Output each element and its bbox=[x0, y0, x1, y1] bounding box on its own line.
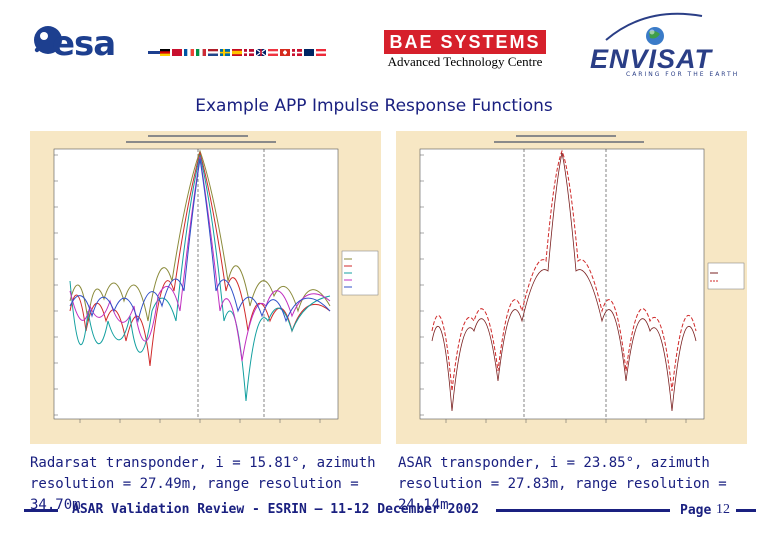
footer-divider-left bbox=[24, 509, 58, 512]
asar-caption: ASAR transponder, i = 23.85°, azimuth re… bbox=[398, 455, 727, 513]
esa-wordmark: esa bbox=[52, 24, 116, 64]
footer-divider-end bbox=[736, 509, 756, 512]
footer-text: ASAR Validation Review - ESRIN – 11-12 D… bbox=[72, 502, 479, 517]
esa-logo-icon bbox=[34, 26, 326, 57]
footer-divider-right bbox=[496, 509, 670, 512]
radarsat-caption: Radarsat transponder, i = 15.81°, azimut… bbox=[30, 455, 376, 513]
asar-impulse-response-plot bbox=[396, 131, 747, 444]
radarsat-impulse-response-plot bbox=[30, 131, 381, 444]
slide-title: Example APP Impulse Response Functions bbox=[195, 96, 553, 116]
european-flags-icon bbox=[160, 48, 326, 57]
envisat-globe-icon bbox=[605, 12, 703, 45]
page-number: 12 bbox=[716, 502, 730, 517]
envisat-wordmark: ENVISAT bbox=[590, 44, 713, 74]
page-label: Page bbox=[680, 503, 712, 518]
envisat-tagline: CARING FOR THE EARTH bbox=[626, 71, 740, 78]
bae-systems-logo: BAE SYSTEMS bbox=[384, 30, 546, 54]
bae-subtitle: Advanced Technology Centre bbox=[387, 54, 543, 69]
